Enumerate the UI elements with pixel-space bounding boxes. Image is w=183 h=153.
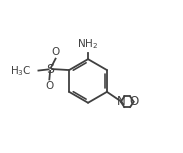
Text: O: O xyxy=(129,95,138,108)
Text: H$_3$C: H$_3$C xyxy=(10,64,31,78)
Text: O: O xyxy=(45,81,53,91)
Text: N: N xyxy=(116,95,125,108)
Text: S: S xyxy=(46,63,54,76)
Text: NH$_2$: NH$_2$ xyxy=(77,37,99,51)
Text: O: O xyxy=(52,47,60,57)
